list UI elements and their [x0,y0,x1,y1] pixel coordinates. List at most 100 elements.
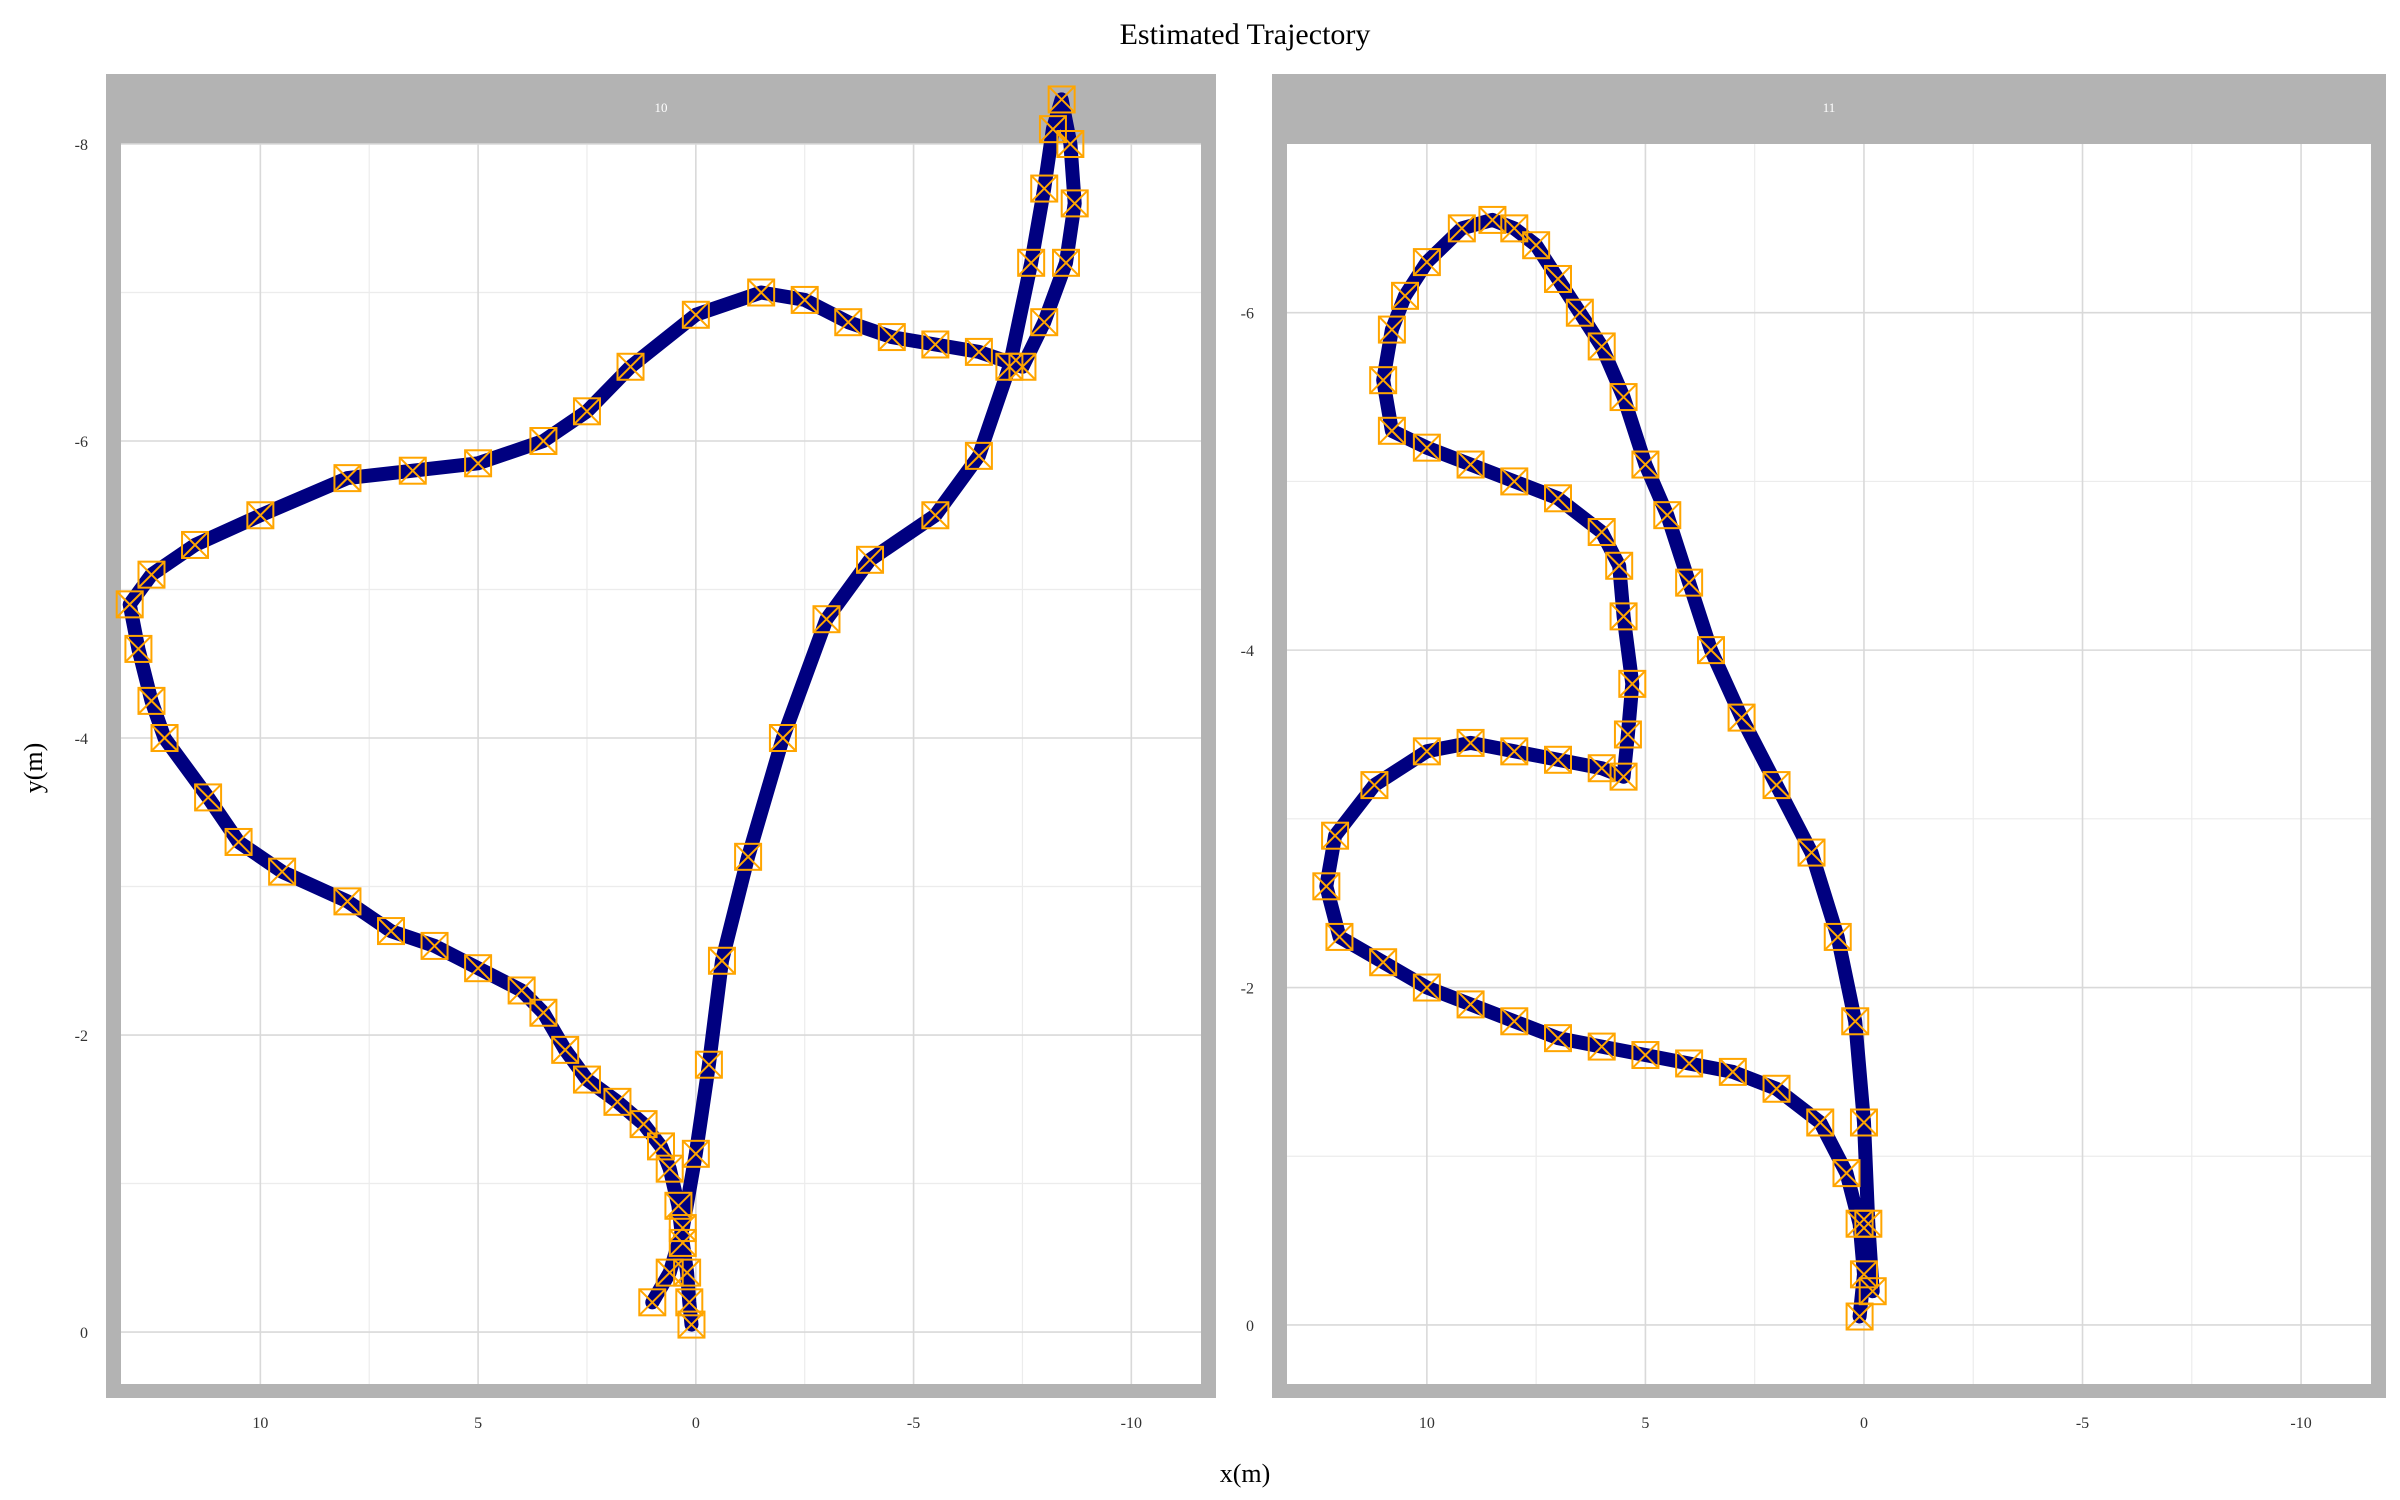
trajectory-marker [1369,366,1398,395]
trajectory-marker [1325,922,1354,951]
x-tick-label: 0 [692,1415,700,1432]
trajectory-marker [1565,298,1594,327]
x-tick-label: 5 [1641,1415,1649,1432]
marker-box [668,1214,697,1243]
trajectory-marker [1500,467,1529,496]
trajectory-marker [150,724,179,753]
marker-cross [695,1051,723,1079]
trajectory-marker [1823,922,1852,951]
trajectory-marker [1544,264,1572,293]
trajectory-marker [551,1035,580,1064]
trajectory-marker [1609,602,1638,631]
marker-cross [834,308,862,336]
trajectory-marker [1675,568,1704,597]
marker-cross [965,442,993,470]
marker-box [1456,728,1485,757]
marker-box [747,278,776,307]
marker-cross [551,1036,579,1064]
marker-cross [1614,720,1642,749]
marker-cross [420,932,449,960]
marker-box [1030,174,1059,203]
marker-box [420,931,449,960]
trajectory-marker [1609,762,1638,791]
marker-cross [1609,602,1638,631]
marker-box [1500,737,1529,766]
marker-box [1377,416,1406,445]
marker-cross [399,456,427,485]
trajectory-marker [1631,1041,1660,1070]
marker-cross [1854,1210,1883,1238]
marker-box [333,464,362,493]
marker-cross [1675,568,1703,597]
trajectory-marker [507,976,536,1005]
trajectory-marker [734,842,763,871]
facet-panel-10: 10 10 5 0 -5 -10 -8 -6 -4 -2 0 [75,74,1216,1432]
marker-box [1762,771,1791,800]
marker-box [1544,484,1572,513]
trajectory-marker [1412,248,1441,277]
y-axis-title: y(m) [19,743,48,794]
trajectory-marker [790,285,819,314]
marker-box [1377,315,1406,344]
trajectory-marker [1696,636,1725,665]
marker-box [507,976,536,1005]
trajectory-marker [1544,745,1572,774]
marker-cross [675,1288,704,1317]
marker-box [603,1087,632,1116]
marker-box [1762,1074,1791,1103]
marker-box [1631,1041,1660,1070]
marker-box [629,1110,658,1139]
trajectory-marker [681,1139,710,1168]
marker-cross [507,976,536,1005]
trajectory-marker [1587,332,1616,361]
x-tick-label: -5 [907,1415,920,1432]
marker-cross [682,301,710,329]
marker-box [1718,1057,1747,1086]
marker-cross [573,1065,601,1094]
marker-cross [1697,636,1725,664]
marker-box [647,1132,675,1161]
trajectory-marker [1587,518,1616,547]
marker-cross [1631,450,1660,479]
trajectory-marker [638,1288,667,1317]
x-tick-label: 10 [252,1415,268,1432]
marker-cross [1850,1108,1878,1137]
marker-cross [669,1229,697,1257]
trajectory-marker [616,352,645,381]
marker-cross [1762,771,1791,799]
chart-title: Estimated Trajectory [1120,18,1371,51]
marker-cross [1325,923,1354,951]
marker-box [572,397,601,426]
marker-cross [1605,552,1633,580]
strip-label: 11 [1823,100,1836,115]
marker-box [1587,518,1616,547]
trajectory-marker [333,464,362,493]
marker-box [877,323,906,352]
trajectory-marker [768,724,797,753]
marker-box [681,1139,710,1168]
marker-box [655,1258,684,1287]
marker-cross [669,1214,697,1242]
marker-cross [1061,189,1089,218]
y-tick-label: 0 [1246,1318,1254,1335]
trajectory-marker [668,1214,697,1243]
marker-box [1321,821,1350,850]
trajectory-marker [629,1110,658,1139]
marker-cross [1618,670,1647,698]
marker-box [1056,130,1085,158]
marker-box [1047,85,1076,114]
y-tick-label: -4 [1241,643,1254,660]
trajectory-marker [668,1228,697,1257]
marker-box [1858,1277,1887,1306]
trajectory-marker [1377,416,1406,445]
trajectory-marker [398,456,427,485]
marker-cross [194,783,222,812]
marker-cross [812,605,841,633]
marker-cross [464,954,492,982]
marker-box [529,998,558,1027]
marker-cross [1030,308,1058,336]
trajectory-marker [1613,720,1642,749]
marker-box [1030,308,1059,337]
trajectory-marker [1544,1024,1572,1053]
marker-box [1412,248,1441,277]
